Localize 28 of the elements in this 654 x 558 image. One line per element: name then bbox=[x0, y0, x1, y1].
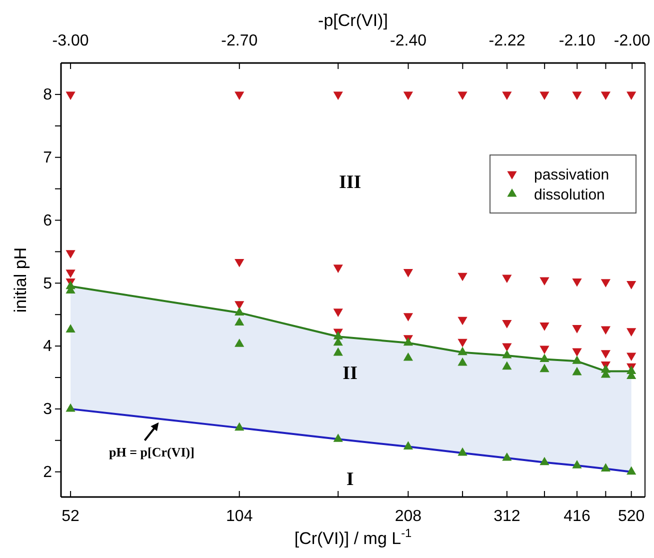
y-tick-label: 5 bbox=[43, 275, 52, 292]
x-tick-label: 416 bbox=[564, 508, 590, 525]
x-tick-label: 104 bbox=[226, 508, 253, 525]
x2-tick-label: -2.70 bbox=[221, 32, 258, 50]
y-tick-label: 3 bbox=[43, 401, 52, 418]
y-tick-label: 8 bbox=[43, 86, 52, 104]
x-tick-label: 312 bbox=[494, 508, 520, 525]
x2-tick-label: -2.40 bbox=[390, 32, 427, 50]
x2-tick-label: -2.00 bbox=[614, 32, 650, 50]
x2-tick-label: -2.22 bbox=[488, 32, 526, 50]
annotation: II bbox=[342, 362, 358, 384]
annotation: I bbox=[346, 469, 354, 490]
x2-axis-title: -p[Cr(VI)] bbox=[318, 11, 388, 30]
y-tick-label: 7 bbox=[43, 149, 52, 166]
x-tick-label: 208 bbox=[394, 508, 422, 525]
x2-tick-label: -2.10 bbox=[558, 32, 596, 50]
y-tick-label: 6 bbox=[43, 212, 52, 230]
annotation: pH = p[Cr(VI)] bbox=[109, 444, 194, 460]
x-axis-title: [Cr(VI)] / mg L$^{-1}$ bbox=[294, 526, 412, 548]
y-axis-title: initial pH bbox=[11, 247, 30, 313]
y-tick-label: 4 bbox=[43, 338, 52, 356]
annotation: III bbox=[338, 172, 362, 193]
y-tick-label: 2 bbox=[43, 464, 52, 481]
x2-tick-label: -3.00 bbox=[52, 32, 89, 50]
legend-label: passivation bbox=[534, 166, 610, 184]
legend-label: dissolution bbox=[534, 186, 605, 204]
x-tick-label: 52 bbox=[62, 508, 80, 525]
x-tick-label: 520 bbox=[618, 508, 645, 525]
